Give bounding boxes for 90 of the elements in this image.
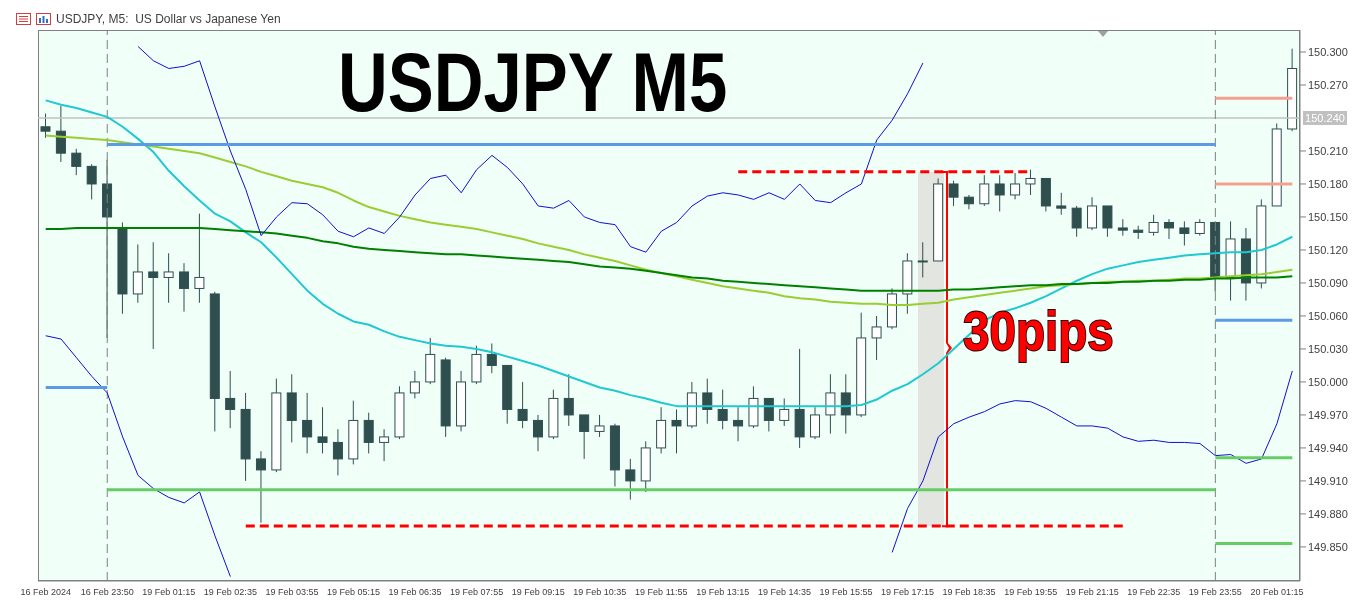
candlestick — [332, 428, 343, 476]
candlestick — [148, 241, 159, 350]
candlestick — [948, 180, 959, 207]
x-tick-label: 19 Feb 14:35 — [757, 587, 811, 598]
x-tick-label: 19 Feb 11:55 — [635, 587, 688, 598]
candlestick — [363, 412, 374, 454]
candlestick — [702, 378, 713, 425]
candlestick — [71, 148, 82, 176]
candlestick — [994, 174, 1005, 212]
candlestick — [132, 243, 143, 304]
candlestick — [1071, 205, 1082, 238]
x-tick-label: 19 Feb 17:15 — [881, 587, 935, 598]
candlestick — [779, 397, 790, 427]
candlestick — [625, 458, 636, 501]
chart-title: USDJPY, M5: US Dollar vs Japanese Yen — [56, 12, 281, 26]
x-tick-label: 19 Feb 15:55 — [819, 587, 873, 598]
x-tick-label: 19 Feb 22:35 — [1127, 587, 1181, 598]
candlestick — [871, 315, 882, 361]
candlestick — [163, 252, 174, 304]
y-tick-label: 149.940 — [1308, 441, 1348, 454]
y-tick-label: 150.180 — [1308, 177, 1348, 190]
candlestick — [763, 397, 774, 432]
candlestick — [579, 414, 590, 460]
candlestick — [979, 174, 990, 207]
x-tick-label: 19 Feb 05:15 — [326, 587, 381, 598]
candlestick — [917, 241, 928, 278]
candlestick — [194, 213, 205, 304]
candlestick — [86, 163, 97, 200]
line-series — [44, 226, 1294, 292]
candlestick — [40, 113, 51, 139]
x-tick-label: 19 Feb 06:35 — [388, 587, 442, 598]
candlestick — [317, 406, 328, 454]
x-tick-label: 19 Feb 19:55 — [1004, 587, 1058, 598]
candlestick — [1179, 220, 1190, 247]
candlestick — [1025, 169, 1036, 196]
candlestick — [486, 342, 497, 374]
candlestick — [563, 373, 574, 427]
x-tick-label: 19 Feb 09:15 — [511, 587, 565, 598]
candlestick — [1148, 214, 1159, 237]
candlestick — [302, 392, 313, 454]
y-tick-label: 150.210 — [1308, 144, 1348, 157]
y-tick-label: 149.850 — [1308, 540, 1348, 553]
x-tick-label: 16 Feb 23:50 — [80, 587, 134, 598]
candlestick — [517, 381, 528, 429]
x-tick-label: 16 Feb 2024 — [20, 587, 71, 598]
x-tick-label: 19 Feb 10:35 — [573, 587, 627, 598]
x-tick-label: 20 Feb 01:15 — [1250, 587, 1304, 598]
candlestick — [379, 428, 390, 462]
candlestick — [409, 370, 420, 399]
candlestick — [825, 373, 836, 435]
candlestick — [671, 408, 682, 454]
candlestick — [1010, 172, 1021, 200]
candlestick — [717, 389, 728, 430]
candlestick — [733, 406, 744, 442]
y-tick-label: 150.060 — [1308, 309, 1348, 322]
y-tick-label: 150.000 — [1308, 375, 1348, 388]
candlestick — [1056, 192, 1067, 216]
x-tick-label: 19 Feb 21:15 — [1065, 587, 1119, 598]
y-tick-label: 150.090 — [1308, 276, 1348, 289]
candlestick — [594, 414, 605, 438]
x-tick-label: 19 Feb 23:55 — [1188, 587, 1242, 598]
candlestick — [1102, 205, 1113, 238]
x-tick-label: 19 Feb 02:35 — [203, 587, 257, 598]
candlestick — [1087, 196, 1098, 231]
y-tick-label: 149.880 — [1308, 507, 1348, 520]
x-tick-label: 19 Feb 01:15 — [142, 587, 196, 598]
y-tick-label: 149.970 — [1308, 408, 1348, 421]
y-tick-label: 150.120 — [1308, 243, 1348, 256]
y-tick-label: 150.030 — [1308, 342, 1348, 355]
candlestick — [225, 370, 236, 429]
line-series — [137, 46, 924, 253]
x-tick-label: 19 Feb 03:55 — [265, 587, 319, 598]
candlestick — [810, 406, 821, 440]
y-tick-label: 150.150 — [1308, 210, 1348, 223]
ref-line-label: 150.240 — [1305, 111, 1345, 124]
candlestick — [255, 450, 266, 524]
x-tick-label: 19 Feb 13:15 — [696, 587, 750, 598]
candlestick — [1163, 218, 1174, 240]
annotation: USDJPY M5 — [338, 35, 728, 129]
annotation: 30pips — [963, 299, 1114, 362]
y-tick-label: 150.270 — [1308, 78, 1348, 91]
y-tick-label: 149.910 — [1308, 474, 1348, 487]
candlestick — [55, 105, 66, 163]
y-tick-label: 150.300 — [1308, 45, 1348, 58]
x-tick-label: 19 Feb 18:35 — [942, 587, 996, 598]
candlestick — [963, 194, 974, 210]
x-tick-label: 19 Feb 07:55 — [450, 587, 504, 598]
candlestick — [840, 373, 851, 435]
candlestick — [532, 414, 543, 452]
candlestick — [179, 262, 190, 313]
